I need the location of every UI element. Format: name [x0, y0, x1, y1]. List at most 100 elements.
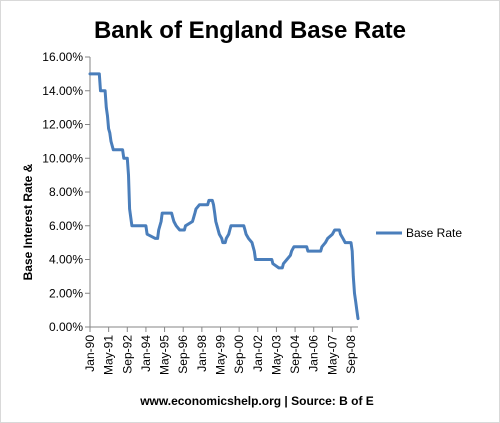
data-point [319, 250, 322, 252]
data-point [290, 250, 293, 252]
x-tick-label: Sep-92 [120, 335, 134, 374]
data-point [156, 237, 159, 240]
legend-label-base-rate: Base Rate [406, 226, 462, 240]
data-point [171, 216, 174, 219]
data-point [227, 233, 230, 235]
data-point [351, 250, 354, 252]
y-tick-label: 10.00% [42, 151, 83, 165]
x-tick-label: May-07 [325, 335, 339, 375]
data-point [170, 212, 173, 214]
data-point [128, 208, 131, 210]
data-point [104, 90, 106, 92]
data-point [338, 229, 341, 231]
data-point [112, 149, 115, 151]
data-point [105, 106, 108, 109]
data-point [208, 199, 210, 202]
x-tick-label: Sep-04 [288, 335, 302, 374]
data-point [220, 237, 223, 240]
data-point [184, 225, 187, 227]
series-layer [88, 72, 360, 321]
data-point [356, 309, 358, 311]
data-point [305, 246, 308, 248]
x-tick-label: Jan-90 [83, 335, 97, 372]
x-axis: Jan-90 May-91 Sep-92 Jan-94 May-95 Sep-96 Jan-… [83, 326, 358, 375]
data-point [216, 225, 218, 227]
data-point [278, 267, 280, 269]
data-point [173, 220, 175, 223]
data-point [245, 233, 247, 235]
data-point [326, 237, 329, 240]
data-point [121, 149, 124, 151]
data-point [178, 229, 181, 231]
series-line-base-rate [88, 72, 360, 321]
y-tick-label: 12.00% [42, 118, 83, 132]
y-axis: 0.00% 2.00% 4.00% 6.00% 8.00% 10.00% 12.00% 14.… [42, 50, 91, 334]
data-point [252, 246, 254, 248]
data-point [324, 241, 327, 244]
y-tick-label: 4.00% [49, 253, 83, 267]
data-point [344, 241, 347, 244]
data-point [146, 233, 148, 235]
x-tick-label: Jan-06 [307, 335, 321, 372]
data-point [244, 229, 246, 231]
data-point [352, 275, 355, 278]
data-point [286, 258, 288, 261]
x-tick-label: May-95 [158, 335, 172, 375]
data-point [271, 258, 273, 261]
data-point [160, 220, 162, 223]
data-point [243, 225, 245, 227]
data-point [230, 225, 232, 227]
data-point [293, 246, 295, 248]
data-point [161, 212, 163, 214]
x-tick-label: Jan-94 [139, 335, 153, 372]
data-point [98, 73, 101, 75]
data-point [350, 241, 352, 244]
data-point [215, 220, 217, 223]
x-tick-label: May-91 [102, 335, 116, 375]
chart-title: Bank of England Base Rate [94, 17, 406, 44]
y-tick-label: 2.00% [49, 286, 83, 300]
data-point [157, 229, 160, 231]
data-point [131, 225, 133, 227]
x-tick-label: Jan-98 [195, 335, 209, 372]
data-point [289, 254, 292, 257]
data-point [99, 90, 102, 92]
data-point [251, 241, 253, 244]
data-point [175, 225, 177, 227]
data-point [107, 127, 110, 130]
data-point [127, 174, 130, 176]
data-point [89, 73, 91, 75]
x-tick-label: Jan-02 [251, 335, 265, 372]
data-point [333, 229, 336, 231]
data-point [218, 233, 221, 235]
data-point [106, 115, 109, 117]
data-point [212, 203, 215, 206]
y-tick-label: 8.00% [49, 185, 83, 199]
data-point [342, 237, 344, 240]
y-tick-label: 14.00% [42, 84, 83, 98]
data-point [353, 292, 356, 295]
data-point [145, 225, 147, 227]
data-point [224, 241, 226, 244]
data-point [254, 258, 257, 261]
x-tick-label: May-03 [269, 335, 283, 375]
data-point [194, 212, 196, 214]
data-point [282, 262, 285, 265]
data-point [198, 203, 201, 206]
legend: Base Rate [376, 226, 462, 240]
data-point [191, 220, 194, 223]
data-point [213, 212, 216, 214]
data-point [247, 237, 250, 240]
data-point [331, 233, 334, 235]
data-point [195, 208, 197, 210]
x-tick-label: May-99 [214, 335, 228, 375]
data-point [339, 233, 342, 235]
data-point [225, 237, 228, 240]
data-point [307, 250, 309, 252]
data-point [357, 317, 359, 320]
data-point [229, 229, 231, 231]
y-tick-label: 0.00% [49, 320, 83, 334]
data-point [321, 246, 323, 248]
